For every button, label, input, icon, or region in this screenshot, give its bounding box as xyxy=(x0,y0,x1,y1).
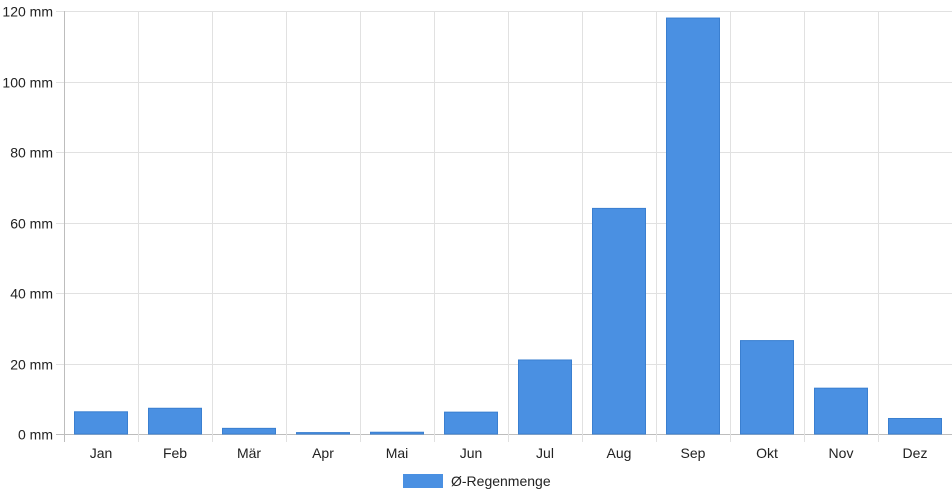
legend-swatch xyxy=(403,474,443,488)
bar-mai[interactable] xyxy=(370,431,424,435)
bar-apr[interactable] xyxy=(296,432,350,435)
x-tick-label: Apr xyxy=(312,445,334,461)
x-tick-label: Dez xyxy=(903,445,928,461)
legend-label: Ø-Regenmenge xyxy=(451,473,551,489)
y-tick-label: 60 mm xyxy=(10,216,53,232)
y-axis-ticks: 0 mm 20 mm 40 mm 60 mm 80 mm 100 mm 120 mm xyxy=(2,4,53,443)
bar-sep[interactable] xyxy=(666,17,720,435)
y-tick-label: 80 mm xyxy=(10,145,53,161)
x-tick-label: Feb xyxy=(163,445,187,461)
bar-jul[interactable] xyxy=(518,359,572,435)
bar-nov[interactable] xyxy=(814,387,868,435)
x-tick-label: Jun xyxy=(460,445,483,461)
y-tick-label: 0 mm xyxy=(18,427,53,443)
x-tick-label: Jan xyxy=(90,445,113,461)
y-tick-label: 20 mm xyxy=(10,357,53,373)
y-tick-label: 100 mm xyxy=(2,75,53,91)
bar-feb[interactable] xyxy=(148,407,202,435)
grid-lines xyxy=(56,11,952,442)
bar-aug[interactable] xyxy=(592,207,646,435)
x-tick-label: Mär xyxy=(237,445,261,461)
bar-dez[interactable] xyxy=(888,417,942,435)
x-tick-label: Sep xyxy=(681,445,706,461)
bar-jan[interactable] xyxy=(74,411,128,435)
x-tick-label: Mai xyxy=(386,445,409,461)
x-tick-label: Nov xyxy=(829,445,854,461)
x-tick-label: Okt xyxy=(756,445,778,461)
bar-okt[interactable] xyxy=(740,340,794,435)
y-tick-label: 40 mm xyxy=(10,286,53,302)
chart-legend[interactable]: Ø-Regenmenge xyxy=(403,473,551,489)
bar-mär[interactable] xyxy=(222,427,276,435)
x-axis-ticks: Jan Feb Mär Apr Mai Jun Jul Aug Sep Okt Nov Dez xyxy=(90,445,928,461)
bars xyxy=(74,17,942,435)
y-tick-label: 120 mm xyxy=(2,4,53,20)
bar-jun[interactable] xyxy=(444,411,498,435)
x-tick-label: Aug xyxy=(607,445,632,461)
x-tick-label: Jul xyxy=(536,445,554,461)
